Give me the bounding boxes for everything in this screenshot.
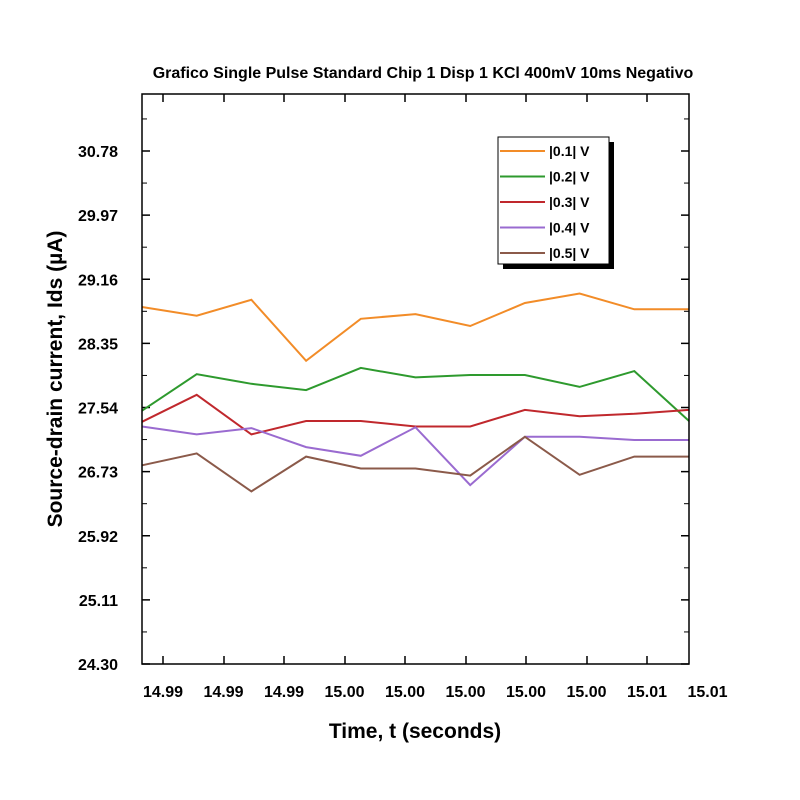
x-axis-ticks: 14.99 14.99 14.99 15.00 15.00 15.00 15.00 15.00…	[143, 94, 728, 701]
y-tick-label: 30.78	[78, 144, 118, 161]
series-layer	[141, 292, 690, 493]
y-tick-label: 25.11	[79, 593, 118, 610]
y-tick-label: 26.73	[78, 465, 118, 482]
y-tick-label: 29.16	[78, 272, 118, 289]
series-line-2	[141, 366, 690, 422]
legend-label: |0.5| V	[549, 245, 590, 261]
x-tick-label: 15.00	[566, 684, 606, 701]
y-axis-ticks: 24.30 25.11 25.92 26.73 27.54 28.35 29.16 29.97…	[78, 144, 689, 674]
legend-label: |0.1| V	[549, 143, 590, 159]
series-line-5	[141, 435, 689, 493]
series-line-4	[141, 425, 689, 487]
y-tick-label: 27.54	[78, 401, 118, 418]
series-line-1	[141, 292, 689, 363]
y-tick-label: 29.97	[78, 208, 118, 225]
y-tick-label: 25.92	[78, 529, 118, 546]
x-tick-label: 15.00	[385, 684, 425, 701]
chart-title: Grafico Single Pulse Standard Chip 1 Dis…	[153, 65, 694, 82]
y-axis-minor-ticks	[142, 118, 689, 633]
x-tick-label: 14.99	[264, 684, 304, 701]
plot-frame	[141, 93, 690, 665]
legend-box	[497, 136, 610, 265]
x-tick-label: 15.00	[324, 684, 364, 701]
legend: |0.1| V |0.2| V |0.3| V |0.4| V |0.5| V	[497, 136, 614, 269]
x-tick-label: 15.01	[627, 684, 667, 701]
x-tick-label: 15.01	[687, 684, 727, 701]
y-tick-label: 24.30	[78, 657, 118, 674]
legend-label: |0.2| V	[549, 169, 590, 185]
x-axis-title: Time, t (seconds)	[329, 720, 501, 743]
x-tick-label: 14.99	[143, 684, 183, 701]
y-axis-title: Source-drain current, Ids (µA)	[44, 231, 67, 528]
y-tick-label: 28.35	[78, 336, 118, 353]
legend-label: |0.3| V	[549, 194, 590, 210]
x-tick-label: 14.99	[203, 684, 243, 701]
legend-label: |0.4| V	[549, 220, 590, 236]
x-tick-label: 15.00	[506, 684, 546, 701]
x-tick-label: 15.00	[445, 684, 485, 701]
